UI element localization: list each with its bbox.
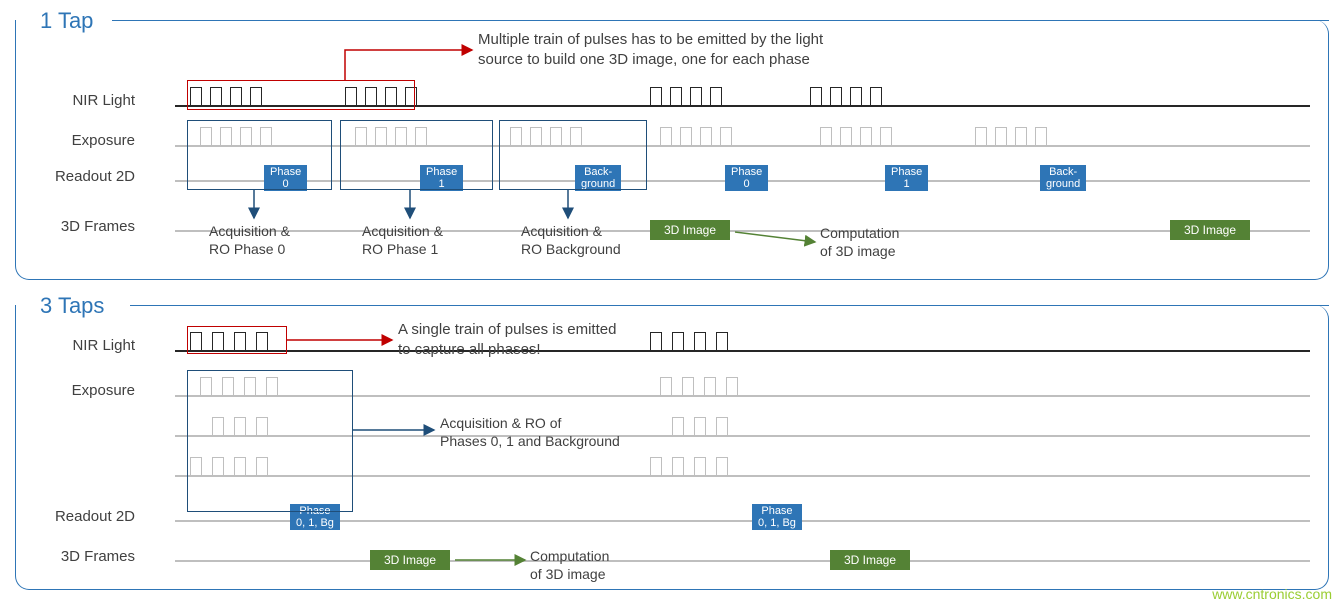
p1-label-fr: 3D Frames: [25, 218, 135, 235]
p2-callout-box: [187, 326, 287, 354]
p2-fr-baseline: [175, 560, 1310, 562]
p2-3d-image-1: 3D Image: [830, 550, 910, 570]
p2-comp-label: Computation of 3D image: [530, 548, 609, 583]
p1-comp-label: Computation of 3D image: [820, 225, 899, 260]
p2-nir-baseline: [175, 350, 1310, 352]
p1-callout-text: Multiple train of pulses has to be emitt…: [478, 30, 823, 69]
p1-acq-box-2: [499, 120, 647, 190]
p1-acq-label-1: Acquisition & RO Phase 1: [362, 223, 443, 258]
p2-acq-label: Acquisition & RO of Phases 0, 1 and Back…: [440, 415, 620, 450]
phase-badge: Phase 0: [725, 165, 768, 191]
p2-label-nir: NIR Light: [25, 337, 135, 354]
p1-3d-image-1: 3D Image: [1170, 220, 1250, 240]
p1-acq-box-0: [187, 120, 332, 190]
p1-callout-box: [187, 80, 415, 110]
p2-label-fr: 3D Frames: [25, 548, 135, 565]
p2-callout-text: A single train of pulses is emitted to c…: [398, 320, 616, 359]
p2-acq-box: [187, 370, 353, 512]
p2-phase-1: Phase 0, 1, Bg: [752, 504, 802, 530]
p2-3d-image-0: 3D Image: [370, 550, 450, 570]
phase-badge: Back- ground: [1040, 165, 1086, 191]
watermark: www.cntronics.com: [1212, 586, 1332, 602]
p1-fr-baseline: [175, 230, 1310, 232]
p1-label-ro: Readout 2D: [25, 168, 135, 185]
p2-label-ro: Readout 2D: [25, 508, 135, 525]
p2-label-exp: Exposure: [25, 382, 135, 399]
p2-ro-baseline: [175, 520, 1310, 522]
p1-label-nir: NIR Light: [25, 92, 135, 109]
p1-3d-image-0: 3D Image: [650, 220, 730, 240]
p1-acq-label-2: Acquisition & RO Background: [521, 223, 621, 258]
p1-acq-label-0: Acquisition & RO Phase 0: [209, 223, 290, 258]
phase-badge: Phase 1: [885, 165, 928, 191]
p1-label-exp: Exposure: [25, 132, 135, 149]
p1-acq-box-1: [340, 120, 493, 190]
